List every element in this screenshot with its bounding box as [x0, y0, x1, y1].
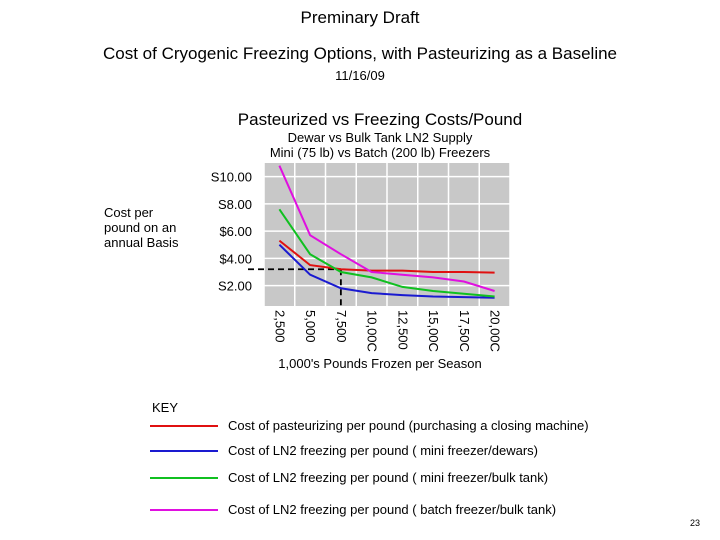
chart-title: Pasteurized vs Freezing Costs/Pound — [237, 110, 523, 129]
legend-label: Cost of LN2 freezing per pound ( mini fr… — [228, 470, 549, 485]
y-tick-label: S8.00 — [218, 197, 252, 212]
y-tick-labels: S2.00 $4.00 $6.00 S8.00 S10.00 — [211, 170, 252, 294]
y-tick-label: S10.00 — [211, 170, 252, 185]
reference-lines — [248, 268, 342, 306]
chart-subtitle-1: Dewar vs Bulk Tank LN2 Supply — [287, 130, 473, 145]
page-number: 23 — [690, 518, 701, 528]
legend-swatch — [150, 477, 218, 479]
series-line-4 — [278, 165, 495, 292]
legend-label: Cost of LN2 freezing per pound ( mini fr… — [228, 443, 538, 458]
series-line-1 — [278, 239, 495, 274]
x-tick-label: 5,000 — [303, 310, 318, 343]
chart-area: S2.00 $4.00 $6.00 S8.00 S10.00 2,500 5,000 7,5… — [211, 163, 511, 352]
legend-label: Cost of pasteurizing per pound (purchasi… — [228, 418, 589, 433]
slide-title: Preminary Draft — [300, 8, 420, 27]
x-tick-label: 2,500 — [272, 310, 287, 343]
x-tick-label: 15,00C — [426, 310, 441, 352]
legend-label: Cost of LN2 freezing per pound ( batch f… — [228, 502, 557, 517]
legend-swatch — [150, 425, 218, 427]
x-tick-label: 12,500 — [395, 310, 410, 350]
y-tick-label: $6.00 — [219, 224, 252, 239]
x-axis-label: 1,000's Pounds Frozen per Season — [278, 356, 482, 371]
chart-subtitle-2: Mini (75 lb) vs Batch (200 lb) Freezers — [269, 145, 491, 160]
key-title: KEY — [152, 400, 179, 415]
data-series — [278, 165, 495, 299]
y-tick-label: $4.00 — [219, 251, 252, 266]
x-tick-label: 7,500 — [334, 310, 349, 343]
series-line-2 — [278, 243, 495, 299]
slide-subtitle: Cost of Cryogenic Freezing Options, with… — [102, 44, 618, 63]
y-tick-label: S2.00 — [218, 279, 252, 294]
series-line-3 — [278, 208, 495, 298]
legend-swatch — [150, 509, 218, 511]
slide-date: 11/16/09 — [335, 68, 385, 83]
x-tick-labels: 2,500 5,000 7,500 10,00C 12,500 15,00C 17,50C 2… — [272, 310, 502, 352]
x-tick-label: 17,50C — [457, 310, 472, 352]
x-tick-label: 10,00C — [365, 310, 380, 352]
x-tick-label: 20,00C — [488, 310, 503, 352]
y-axis-label: Cost per pound on an annual Basis — [104, 205, 179, 250]
legend-swatch — [150, 450, 218, 452]
